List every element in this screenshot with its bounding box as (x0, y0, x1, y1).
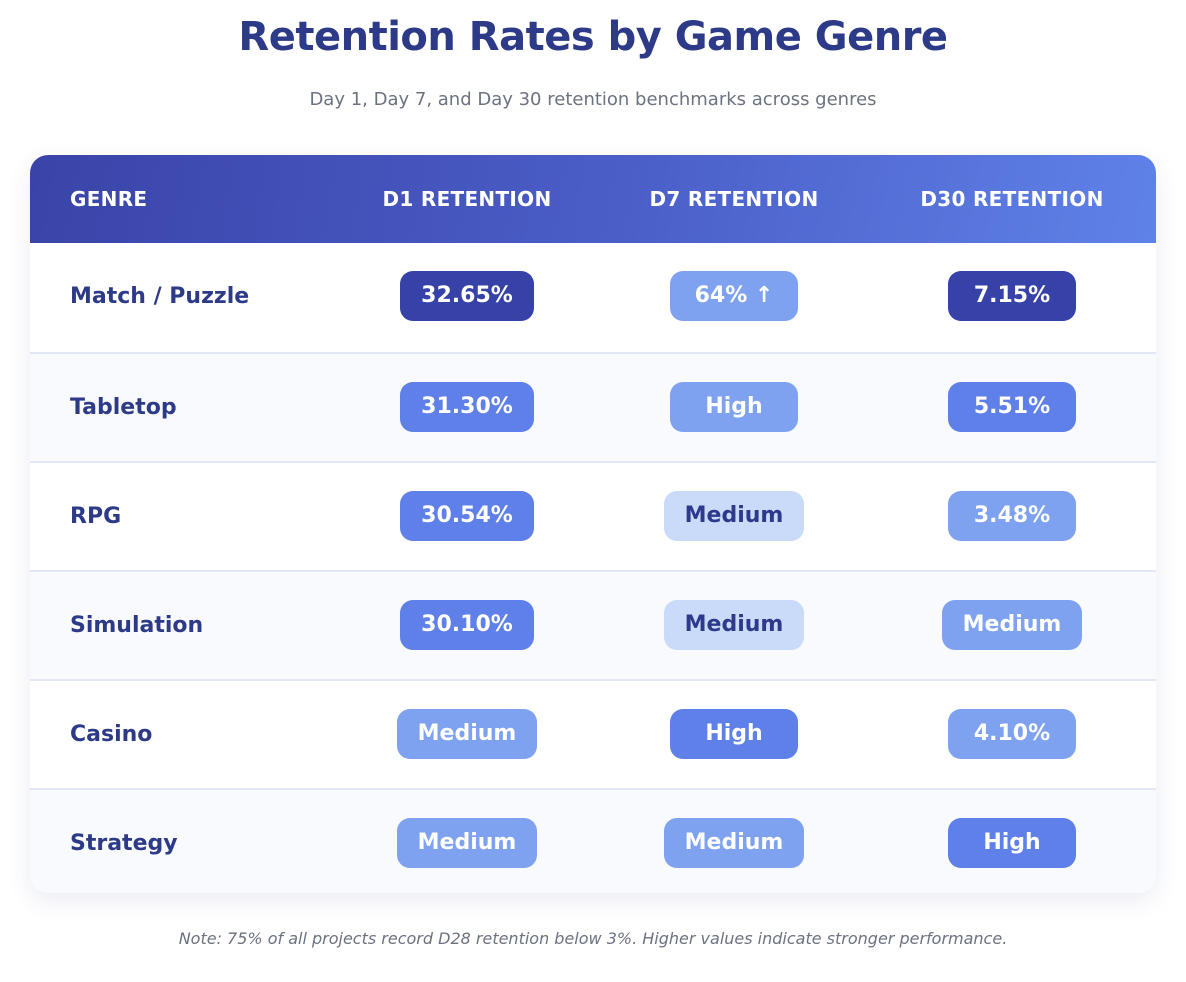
table-header: GENRE D1 RETENTION D7 RETENTION D30 RETE… (30, 155, 1156, 243)
d7-cell: Medium (614, 491, 854, 541)
d7-retention-badge: High (670, 709, 798, 759)
d30-retention-badge: High (948, 818, 1076, 868)
genre-label: Match / Puzzle (70, 284, 250, 309)
d30-cell: High (892, 818, 1132, 868)
table-row: RPG 30.54% Medium 3.48% (30, 461, 1156, 570)
d30-retention-badge: 3.48% (948, 491, 1076, 541)
table-body: Match / Puzzle 32.65% 64% ↑ 7.15% Tabletop 31… (30, 243, 1156, 893)
table-row: Casino Medium High 4.10% (30, 679, 1156, 788)
retention-table: GENRE D1 RETENTION D7 RETENTION D30 RETE… (30, 155, 1156, 893)
table-row: Match / Puzzle 32.65% 64% ↑ 7.15% (30, 243, 1156, 352)
footnote: Note: 75% of all projects record D28 ret… (178, 929, 1008, 948)
d1-retention-badge: 32.65% (400, 271, 534, 321)
d7-retention-badge: High (670, 382, 798, 432)
d7-cell: Medium (614, 600, 854, 650)
d30-cell: 4.10% (892, 709, 1132, 759)
column-header-d30: D30 RETENTION (920, 187, 1104, 211)
d7-retention-badge: 64% ↑ (670, 271, 798, 321)
d7-retention-badge: Medium (663, 818, 805, 868)
genre-label: Simulation (70, 613, 204, 638)
column-header-d7: D7 RETENTION (649, 187, 819, 211)
d1-cell: Medium (347, 709, 587, 759)
d1-cell: 30.54% (347, 491, 587, 541)
genre-label: RPG (70, 504, 122, 529)
page-title: Retention Rates by Game Genre (238, 14, 948, 60)
d30-retention-badge: 4.10% (948, 709, 1076, 759)
table-row: Tabletop 31.30% High 5.51% (30, 352, 1156, 461)
table-row: Simulation 30.10% Medium Medium (30, 570, 1156, 679)
d30-retention-badge: 7.15% (948, 271, 1076, 321)
d7-cell: Medium (614, 818, 854, 868)
d1-retention-badge: 30.54% (400, 491, 534, 541)
d7-cell: High (614, 382, 854, 432)
d1-retention-badge: Medium (396, 709, 538, 759)
column-header-genre: GENRE (70, 187, 148, 211)
d30-cell: 3.48% (892, 491, 1132, 541)
d7-retention-badge: Medium (663, 600, 805, 650)
genre-label: Strategy (70, 831, 178, 856)
genre-label: Casino (70, 722, 153, 747)
d7-cell: 64% ↑ (614, 271, 854, 321)
genre-label: Tabletop (70, 395, 177, 420)
page-subtitle: Day 1, Day 7, and Day 30 retention bench… (309, 89, 877, 110)
d1-retention-badge: Medium (396, 818, 538, 868)
d30-cell: 7.15% (892, 271, 1132, 321)
d30-cell: Medium (892, 600, 1132, 650)
d1-cell: 31.30% (347, 382, 587, 432)
d7-retention-badge: Medium (663, 491, 805, 541)
d1-retention-badge: 31.30% (400, 382, 534, 432)
d30-retention-badge: 5.51% (948, 382, 1076, 432)
d7-cell: High (614, 709, 854, 759)
d30-cell: 5.51% (892, 382, 1132, 432)
d30-retention-badge: Medium (941, 600, 1083, 650)
table-row: Strategy Medium Medium High (30, 788, 1156, 893)
d1-cell: 32.65% (347, 271, 587, 321)
column-header-d1: D1 RETENTION (382, 187, 552, 211)
d1-retention-badge: 30.10% (400, 600, 534, 650)
d1-cell: Medium (347, 818, 587, 868)
d1-cell: 30.10% (347, 600, 587, 650)
